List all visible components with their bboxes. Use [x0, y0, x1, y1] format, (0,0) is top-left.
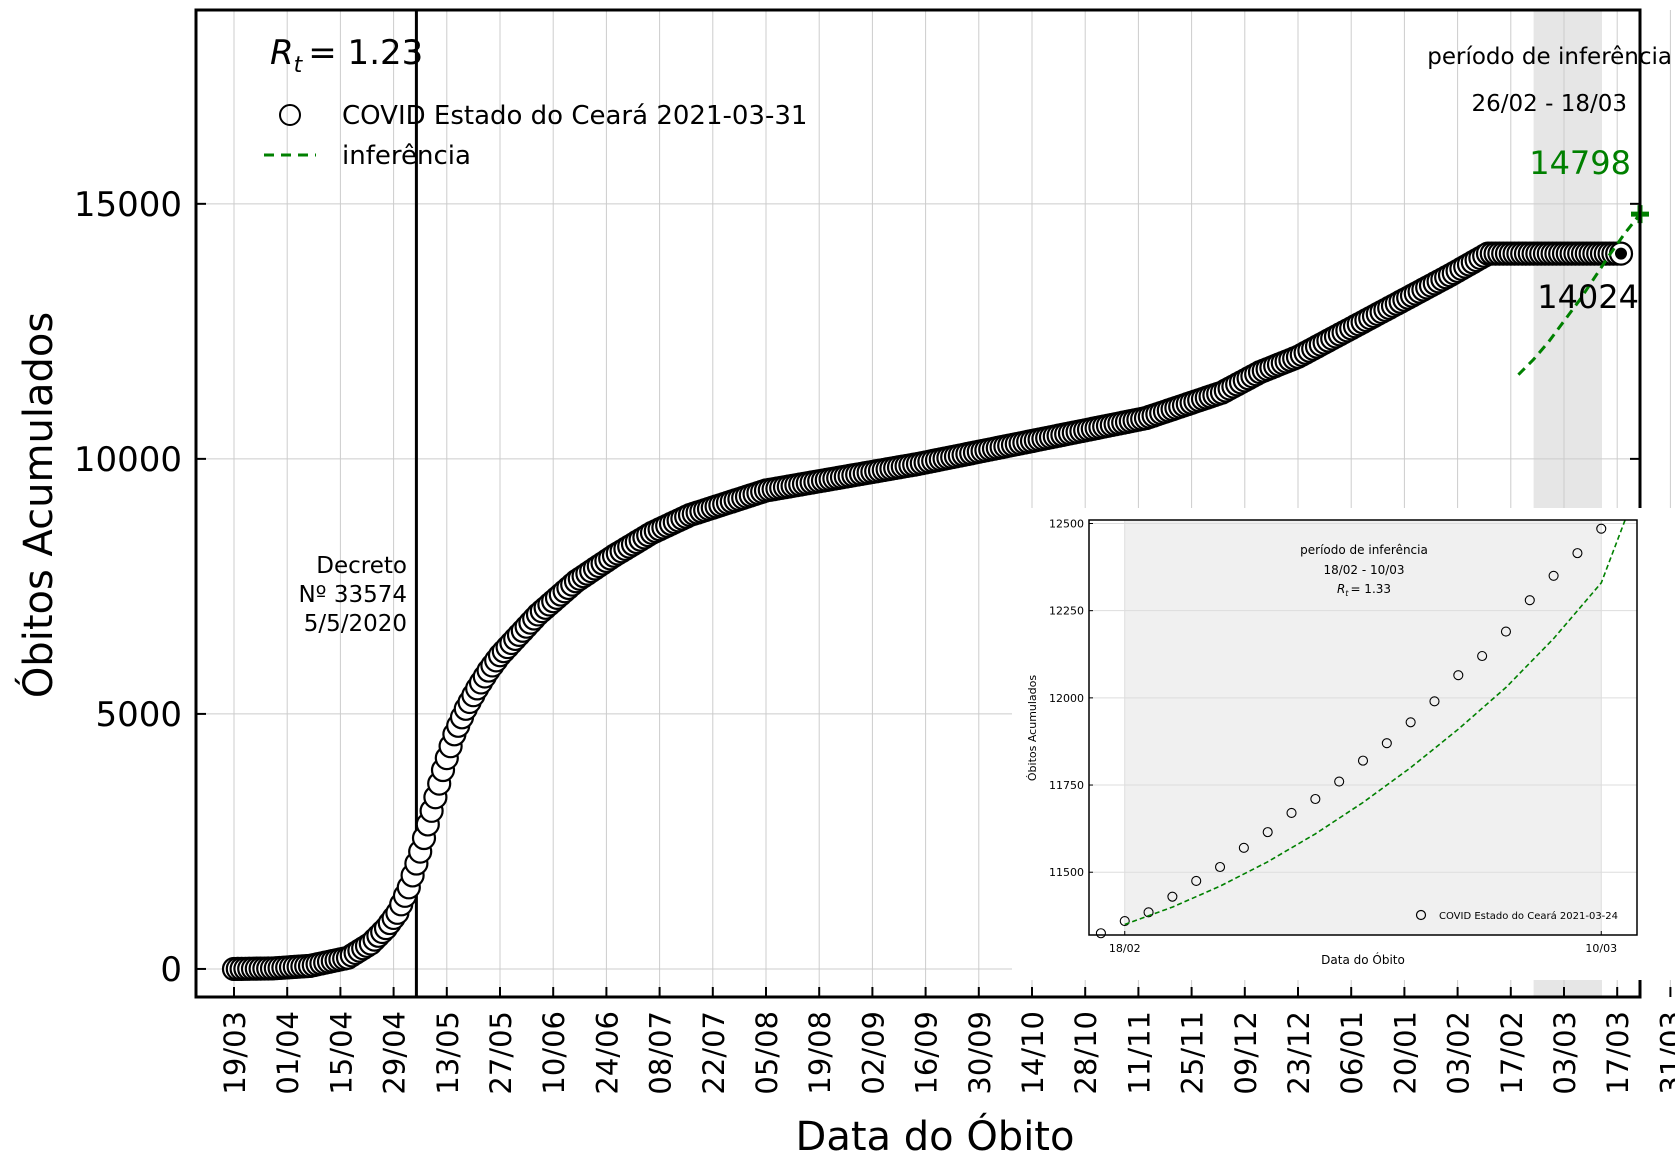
- decree-line-3: 5/5/2020: [304, 611, 407, 637]
- x-tick-label: 05/08: [750, 1011, 784, 1095]
- inset-grid: [1089, 520, 1637, 935]
- legend-marker-scatter: [279, 104, 301, 126]
- x-tick-label: 20/01: [1388, 1011, 1422, 1095]
- inset-data-point: [1143, 907, 1154, 918]
- last-value-label: 14024: [1537, 278, 1639, 316]
- inset-data-point: [1477, 650, 1488, 662]
- x-tick-label: 08/07: [644, 1011, 678, 1095]
- inset-data-point: [1310, 793, 1321, 805]
- inset-scatter-series: [1095, 523, 1607, 939]
- decree-annotation: Decreto Nº 33574 5/5/2020: [298, 553, 407, 637]
- x-tick-label: 03/03: [1548, 1011, 1582, 1095]
- scatter-series: [221, 241, 1634, 982]
- inset-data-point: [1119, 916, 1130, 927]
- inset-x-axis-ticks: 18/02 10/03: [1109, 931, 1617, 955]
- decree-line-2: Nº 33574: [298, 582, 407, 608]
- inset-y-tick-label: 12000: [1049, 692, 1084, 705]
- x-tick-label: 17/02: [1495, 1011, 1529, 1095]
- inset-rt-label: Rt = 1.33: [1337, 582, 1391, 598]
- y-tick-label: 10000: [74, 440, 182, 480]
- inset-y-axis-ticks: 11500 11750 12000 12250 12500: [1049, 517, 1093, 879]
- inset-chart: 11500 11750 12000 12250 12500 18/02 10/03 Dat…: [1012, 508, 1675, 980]
- x-tick-label: 11/11: [1122, 1011, 1156, 1095]
- x-tick-label: 03/02: [1442, 1011, 1476, 1095]
- inset-data-point: [1095, 928, 1106, 939]
- inset-y-tick-label: 11500: [1049, 866, 1084, 879]
- x-tick-label: 10/06: [537, 1011, 571, 1095]
- inference-period-title: período de inferência: [1427, 44, 1672, 70]
- x-tick-label: 30/09: [963, 1011, 997, 1095]
- y-axis-ticks: 0 5000 10000 15000: [74, 185, 1640, 990]
- inset-data-point: [1524, 595, 1535, 606]
- x-axis-ticks: 19/03 01/04 15/04 29/04 13/05 27/05 10/06 24/06…: [218, 987, 1675, 1095]
- x-tick-label: 25/11: [1176, 1011, 1210, 1095]
- inset-x-axis-title: Data do Óbito: [1321, 952, 1405, 967]
- x-tick-label: 19/08: [803, 1011, 837, 1095]
- inset-data-point: [1262, 827, 1273, 838]
- legend-label-scatter: COVID Estado do Ceará 2021-03-31: [342, 101, 807, 131]
- y-tick-label: 0: [160, 950, 182, 990]
- inset-data-point: [1453, 670, 1464, 681]
- inference-line: [1517, 213, 1642, 376]
- inset-data-point: [1214, 861, 1226, 873]
- inset-y-tick-label: 11750: [1049, 779, 1084, 792]
- x-tick-label: 14/10: [1016, 1011, 1050, 1095]
- inset-data-point: [1548, 570, 1559, 581]
- legend-label-inference: inferência: [342, 141, 471, 171]
- inset-x-tick-label: 10/03: [1585, 942, 1617, 955]
- x-tick-label: 09/12: [1229, 1011, 1263, 1095]
- x-tick-label: 15/04: [324, 1011, 358, 1095]
- x-tick-label: 23/12: [1282, 1011, 1316, 1095]
- inset-plot-frame: [1088, 519, 1638, 936]
- inset-x-tick-label: 18/02: [1109, 942, 1141, 955]
- x-axis-title: Data do Óbito: [796, 1112, 1075, 1159]
- inset-y-tick-label: 12500: [1049, 517, 1084, 530]
- y-tick-label: 5000: [95, 695, 182, 735]
- decree-line-1: Decreto: [316, 553, 407, 579]
- x-tick-label: 27/05: [484, 1011, 518, 1095]
- inset-inference-band: [1124, 520, 1602, 935]
- inference-period-range: 26/02 - 18/03: [1472, 91, 1628, 117]
- x-tick-label: 24/06: [590, 1011, 624, 1095]
- y-axis-title: Óbitos Acumulados: [14, 312, 62, 698]
- inset-y-tick-label: 12250: [1049, 605, 1084, 618]
- x-tick-label: 13/05: [431, 1011, 465, 1095]
- inset-y-axis-title: Óbitos Acumulados: [1026, 675, 1039, 782]
- x-tick-label: 02/09: [856, 1011, 890, 1095]
- inset-data-point: [1381, 738, 1392, 749]
- inset-inference-line: [1124, 519, 1626, 926]
- x-tick-label: 16/09: [910, 1011, 944, 1095]
- inset-legend-marker: [1415, 909, 1427, 921]
- inset-data-point: [1191, 875, 1202, 886]
- inset-data-point: [1286, 807, 1297, 818]
- inset-data-point: [1357, 755, 1369, 766]
- plot-frame: [194, 8, 1642, 999]
- last-data-point-dot: [1615, 247, 1627, 260]
- x-tick-label: 31/03: [1654, 1011, 1675, 1095]
- y-tick-label: 15000: [74, 185, 182, 225]
- legend: COVID Estado do Ceará 2021-03-31 inferên…: [264, 101, 807, 171]
- inset-legend-label: COVID Estado do Ceará 2021-03-24: [1439, 910, 1618, 922]
- inset-data-point: [1334, 776, 1345, 787]
- x-tick-label: 19/03: [218, 1011, 252, 1095]
- inset-data-point: [1572, 548, 1583, 559]
- inset-data-point: [1429, 696, 1440, 707]
- x-tick-label: 01/04: [271, 1011, 305, 1095]
- x-tick-label: 22/07: [697, 1011, 731, 1095]
- x-tick-label: 17/03: [1601, 1011, 1635, 1095]
- x-tick-label: 06/01: [1335, 1011, 1369, 1095]
- inset-data-point: [1596, 523, 1607, 534]
- x-tick-label: 28/10: [1069, 1011, 1103, 1095]
- rt-label: Rt = 1.23: [270, 33, 423, 78]
- inset-inference-title: período de inferência: [1300, 543, 1428, 557]
- projection-value-label: 14798: [1529, 144, 1631, 182]
- inset-data-point: [1405, 717, 1416, 728]
- inset-data-point: [1500, 626, 1512, 637]
- inset-data-point: [1238, 842, 1249, 853]
- inset-inference-range: 18/02 - 10/03: [1323, 563, 1404, 577]
- inset-data-point: [1167, 891, 1178, 902]
- x-tick-label: 29/04: [378, 1011, 412, 1095]
